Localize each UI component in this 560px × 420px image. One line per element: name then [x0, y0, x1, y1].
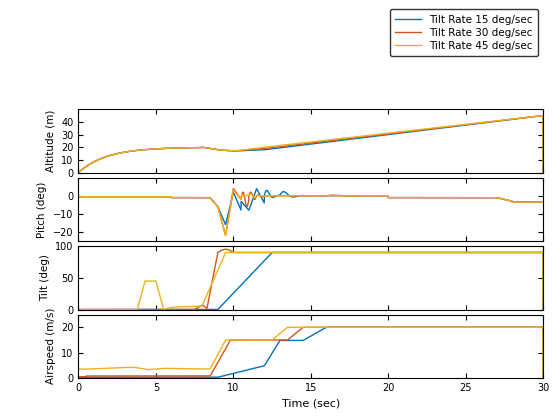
Y-axis label: Airspeed (m/s): Airspeed (m/s) — [45, 308, 55, 384]
X-axis label: Time (sec): Time (sec) — [282, 399, 340, 408]
Y-axis label: Altitude (m): Altitude (m) — [45, 110, 55, 172]
Y-axis label: Tilt (deg): Tilt (deg) — [40, 255, 50, 301]
Y-axis label: Pitch (deg): Pitch (deg) — [38, 181, 48, 238]
Legend: Tilt Rate 15 deg/sec, Tilt Rate 30 deg/sec, Tilt Rate 45 deg/sec: Tilt Rate 15 deg/sec, Tilt Rate 30 deg/s… — [390, 9, 538, 56]
